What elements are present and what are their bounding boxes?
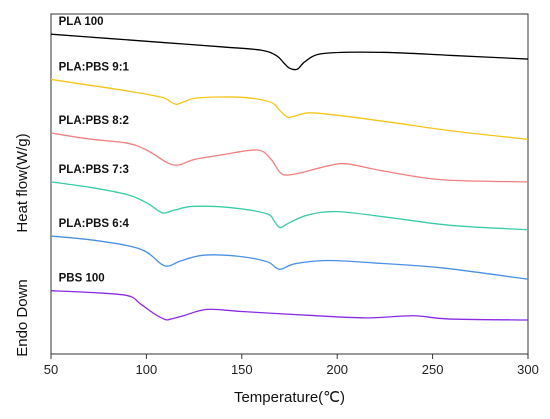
series-label-2: PLA:PBS 9:1 — [59, 61, 130, 73]
series-labels: PLA 100 PLA:PBS 9:1 PLA:PBS 8:2 PLA:PBS 7:3… — [59, 16, 130, 284]
series-label-6: PBS 100 — [59, 273, 105, 285]
x-axis: 50 100 150 200 250 300 — [44, 354, 539, 377]
series-line-5 — [50, 235, 529, 280]
series-label-5: PLA:PBS 6:4 — [59, 218, 130, 230]
x-tick-label: 300 — [517, 362, 539, 377]
x-tick-label: 100 — [136, 362, 158, 377]
series-line-2 — [50, 78, 529, 141]
series-line-3 — [50, 132, 529, 183]
plot-frame — [50, 13, 529, 355]
x-tick-label: 200 — [326, 362, 348, 377]
series-line-1 — [50, 33, 529, 71]
series-line-4 — [50, 181, 529, 231]
series-layer — [50, 33, 529, 321]
x-tick-label: 50 — [44, 362, 58, 377]
series-line-6 — [50, 290, 529, 321]
series-label-4: PLA:PBS 7:3 — [59, 164, 129, 176]
x-tick-label: 250 — [422, 362, 444, 377]
x-tick-label: 150 — [231, 362, 253, 377]
x-axis-title: Temperature(℃) — [234, 389, 345, 406]
series-label-3: PLA:PBS 8:2 — [59, 115, 129, 127]
y-axis-endo-label: Endo Down — [14, 279, 31, 357]
series-label-1: PLA 100 — [59, 16, 104, 28]
y-axis-title: Heat flow(W/g) — [14, 133, 31, 232]
